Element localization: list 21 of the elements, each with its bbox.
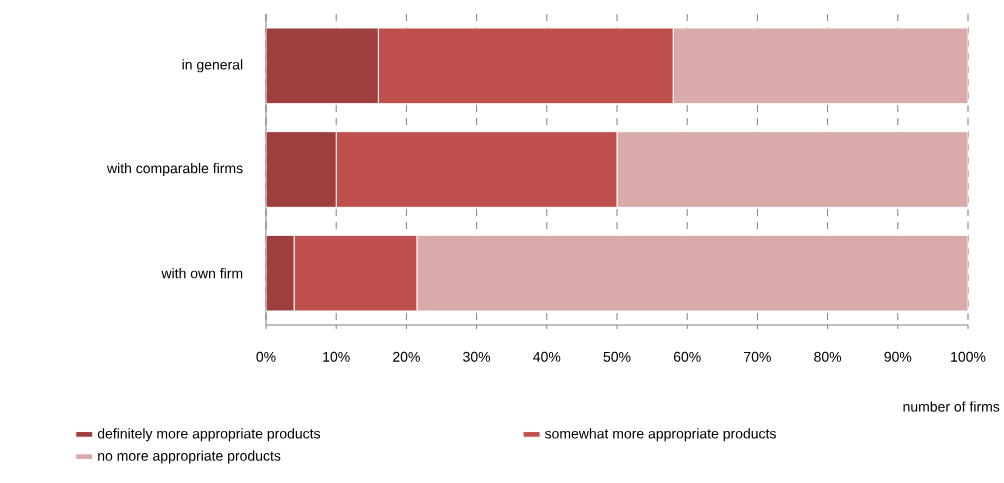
x-tick-label: 40% <box>533 351 561 362</box>
bar <box>266 131 337 208</box>
x-tick-label: 60% <box>673 351 701 362</box>
x-tick-label: 0% <box>256 351 276 362</box>
x-tick-label: 90% <box>884 351 912 362</box>
x-tick-label: 20% <box>393 351 420 362</box>
x-tick-label: 10% <box>323 351 350 362</box>
legend-label: definitely more appropriate products <box>97 428 321 442</box>
x-tick-label: 100% <box>951 351 986 362</box>
x-tick-label: 50% <box>603 351 631 362</box>
x-tick-label: 30% <box>463 351 491 362</box>
x-axis-title: number of firms <box>903 401 1000 412</box>
x-tick-label: 70% <box>744 351 771 362</box>
y-tick-label: in general <box>182 59 243 73</box>
y-tick-label: with own firm <box>161 268 243 279</box>
bar <box>266 234 295 312</box>
legend-label: somewhat more appropriate products <box>544 428 776 442</box>
bar <box>266 27 379 105</box>
x-tick-label: 80% <box>814 351 842 362</box>
legend-label: no more appropriate products <box>98 450 281 464</box>
y-tick-label: with comparable firms <box>106 162 243 177</box>
